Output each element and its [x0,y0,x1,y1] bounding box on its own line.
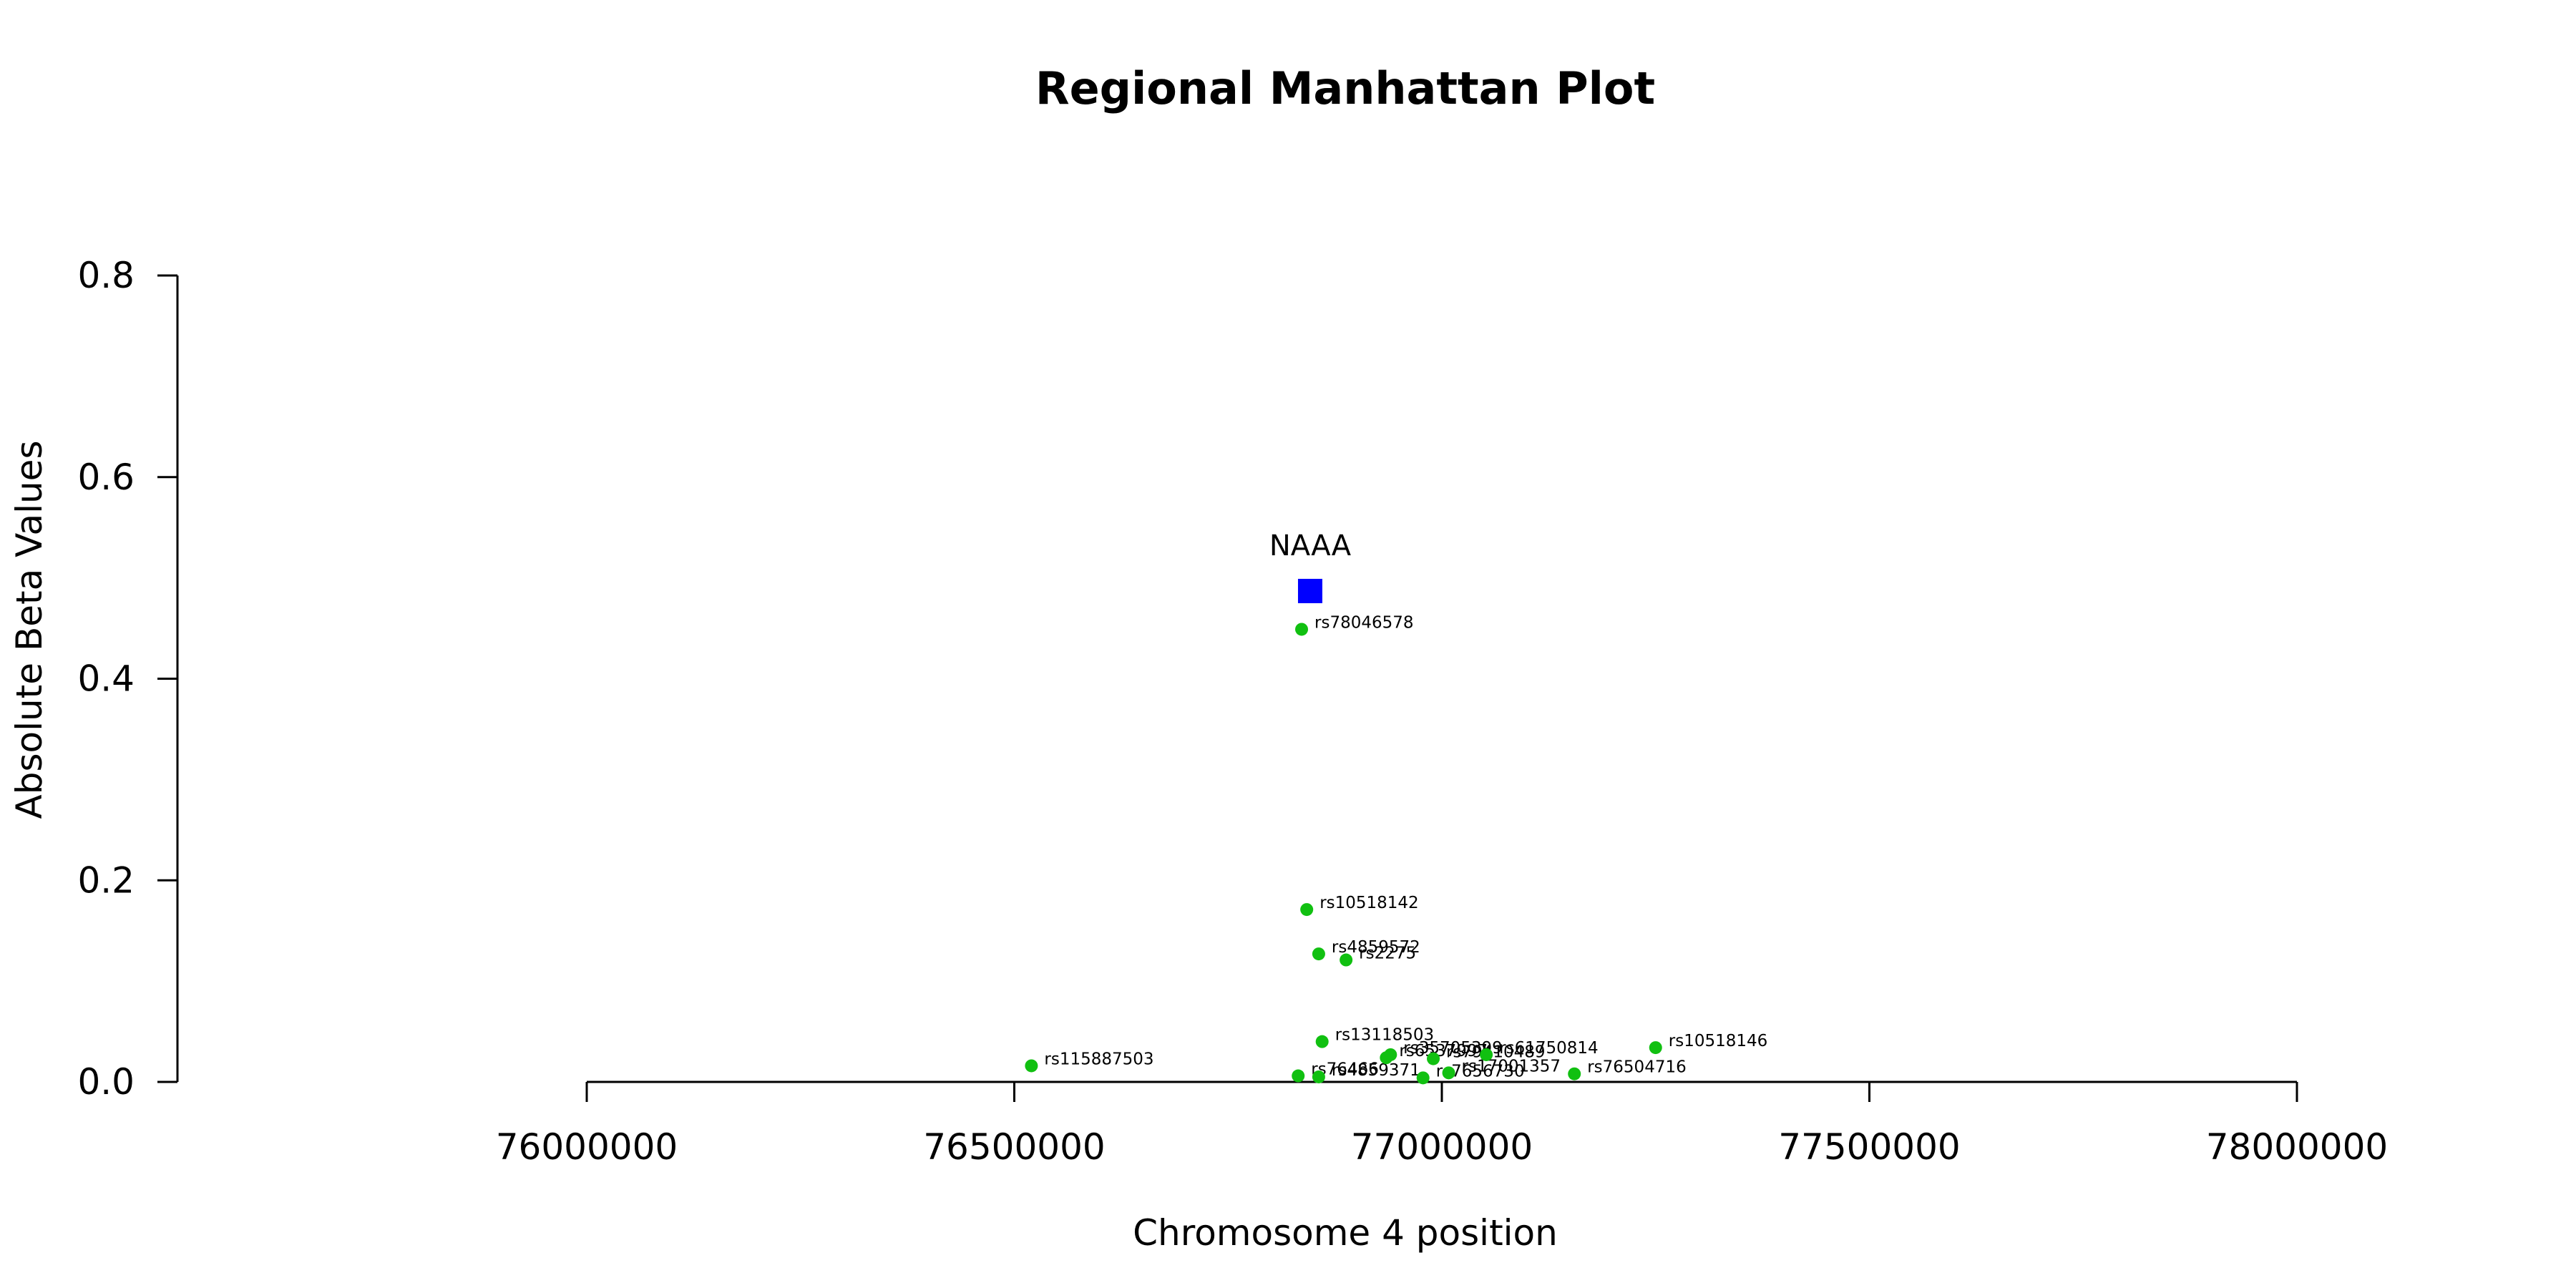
y-tick-label: 0.6 [77,457,135,498]
gene-marker-group: NAAA [1269,530,1352,603]
x-tick-label: 76000000 [496,1126,678,1168]
snp-label: rs61750814 [1499,1039,1599,1058]
y-tick-label: 0.4 [77,658,135,700]
snp-label: rs76504716 [1587,1058,1687,1077]
snp-label: rs13118503 [1335,1026,1435,1045]
snp-point [1315,1035,1329,1048]
snp-label: rs10518146 [1669,1032,1768,1050]
x-axis: 76000000 76500000 77000000 77500000 78000000 [496,1080,2389,1168]
snp-point [1292,1069,1305,1083]
x-tick-label: 78000000 [2206,1126,2389,1168]
x-tick-label: 77000000 [1351,1126,1533,1168]
snp-point [1649,1041,1662,1055]
x-tick-label: 77500000 [1778,1126,1961,1168]
snp-points [1025,623,1662,1085]
snp-label: rs79410489 [1446,1043,1546,1062]
snp-point [1568,1067,1581,1080]
x-tick-label: 76500000 [923,1126,1106,1168]
x-axis-label: Chromosome 4 position [1133,1212,1558,1254]
snp-label: rs2275 [1359,945,1416,963]
snp-point [1025,1059,1038,1073]
snp-point [1295,623,1309,636]
y-tick-label: 0.0 [77,1061,135,1103]
gene-label: NAAA [1269,530,1352,562]
snp-point [1380,1051,1393,1065]
snp-label: rs10518142 [1319,894,1419,912]
snp-point [1427,1052,1440,1065]
y-axis: 0.0 0.2 0.4 0.6 0.8 [77,255,179,1103]
snp-label: rs115887503 [1044,1050,1153,1068]
chart-title: Regional Manhattan Plot [1035,62,1655,114]
snp-label: rs17001357 [1462,1057,1561,1075]
gene-marker [1297,578,1322,603]
snp-labels: rs78046578rs10518142rs4859572rs2275rs131… [1044,613,1767,1080]
snp-label: rs78046578 [1314,613,1414,632]
snp-point [1312,1070,1325,1083]
snp-point [1442,1066,1455,1080]
snp-point [1300,903,1314,917]
snp-point [1312,947,1325,961]
y-tick-label: 0.8 [77,255,135,296]
y-tick-label: 0.2 [77,859,135,901]
snp-point [1416,1071,1430,1085]
snp-label: rs4859371 [1332,1061,1420,1080]
snp-point [1480,1048,1493,1061]
snp-label: rs6537997 [1399,1042,1488,1060]
snp-point [1340,953,1353,967]
y-axis-label: Absolute Beta Values [9,441,50,819]
